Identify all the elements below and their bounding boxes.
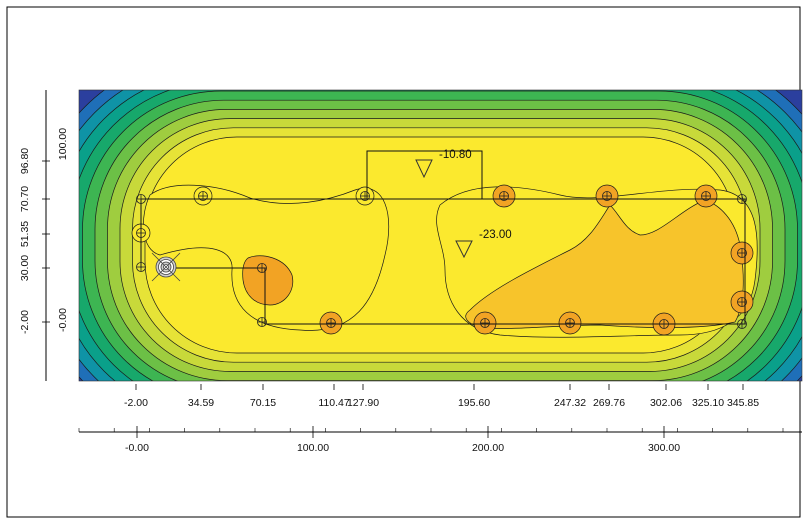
annotation-level-1: -10.80	[439, 149, 472, 161]
contour-band	[465, 199, 744, 329]
top-x-tick-label: 110.47	[318, 397, 349, 409]
outline-top-box	[366, 150, 483, 199]
bottom-x-tick-label: -0.00	[125, 442, 149, 454]
triangle-down-icon	[415, 159, 433, 179]
crosshair-circle-icon	[659, 319, 669, 329]
left-y-outer-tick-label: 51.35	[19, 221, 31, 247]
left-y-outer-tick-label: 30.00	[19, 255, 31, 281]
top-x-tick-label: 70.15	[250, 397, 276, 409]
bottom-x-axis: -0.00 100.00 200.00 300.00	[78, 426, 802, 454]
crosshair-circle-icon	[701, 191, 711, 201]
crosshair-circle-icon	[602, 191, 612, 201]
left-y-outer-tick-label: 96.80	[19, 148, 31, 174]
well-markers	[136, 191, 747, 329]
level-markers	[415, 159, 473, 259]
triangle-down-icon	[455, 240, 473, 259]
top-x-tick-label: 195.60	[458, 397, 490, 409]
crosshair-circle-icon	[136, 262, 146, 272]
crosshair-circle-icon	[326, 318, 336, 328]
annotation-level-2: -23.00	[479, 229, 512, 241]
crosshair-circle-icon	[737, 319, 747, 329]
left-y-axis: -2.00 30.00 51.35 70.70 96.80 -0.00 100.00	[19, 90, 69, 381]
bottom-x-tick-label: 100.00	[297, 442, 329, 454]
crosshair-circle-icon	[737, 248, 747, 258]
crosshair-circle-icon	[136, 194, 146, 204]
left-y-inner-tick-label: -0.00	[57, 308, 69, 332]
plot-border	[78, 89, 803, 382]
bottom-x-tick-label: 200.00	[472, 442, 504, 454]
crosshair-circle-icon	[257, 317, 267, 327]
top-x-tick-label: 325.10	[692, 397, 724, 409]
top-x-tick-label: 269.76	[593, 397, 625, 409]
crosshair-circle-icon	[737, 297, 747, 307]
crosshair-circle-icon	[257, 263, 267, 273]
crosshair-circle-icon	[136, 228, 146, 238]
top-x-tick-label: -2.00	[124, 397, 148, 409]
crosshair-circle-icon	[737, 194, 747, 204]
left-y-outer-tick-label: 70.70	[19, 186, 31, 212]
top-x-tick-label: 127.90	[347, 397, 379, 409]
top-x-tick-label: 302.06	[650, 397, 682, 409]
left-y-outer-tick-label: -2.00	[19, 310, 31, 334]
top-x-tick-label: 34.59	[188, 397, 214, 409]
crosshair-circle-icon	[499, 191, 509, 201]
crosshair-circle-icon	[360, 191, 370, 201]
top-x-tick-label: 345.85	[727, 397, 759, 409]
outline-main	[141, 198, 746, 325]
contour-plot	[79, 90, 802, 381]
left-y-inner-tick-label: 100.00	[57, 128, 69, 160]
crosshair-circle-icon	[480, 318, 490, 328]
top-x-tick-label: 247.32	[554, 397, 586, 409]
bullseye-icon	[151, 252, 181, 282]
crosshair-circle-icon	[565, 318, 575, 328]
crosshair-circle-icon	[198, 191, 208, 201]
bottom-x-tick-label: 300.00	[648, 442, 680, 454]
